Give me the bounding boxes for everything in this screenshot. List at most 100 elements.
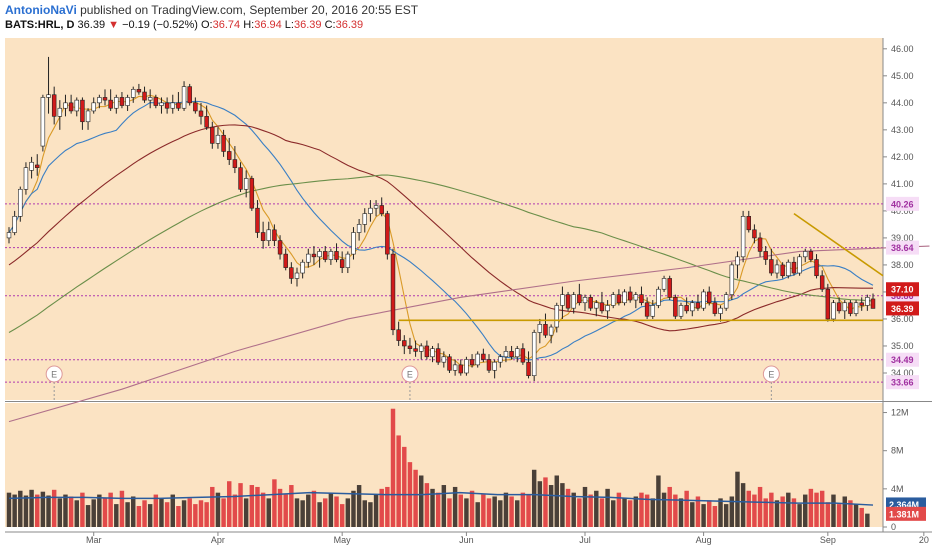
- volume-bar: [46, 495, 51, 527]
- price-badge: 36.39: [891, 304, 914, 314]
- candle-body: [164, 102, 170, 109]
- candle-body: [486, 359, 492, 371]
- volume-bar: [633, 496, 639, 527]
- candle-body: [159, 102, 164, 106]
- volume-bar: [170, 494, 175, 527]
- author-name[interactable]: AntonioNaVi: [5, 3, 77, 17]
- earnings-marker-label: E: [51, 370, 57, 380]
- symbol-label[interactable]: BATS:HRL, D: [5, 19, 75, 31]
- candle-body: [131, 89, 136, 98]
- candle-body: [786, 261, 791, 277]
- volume-bar: [831, 494, 836, 527]
- volume-bar: [650, 498, 655, 527]
- candle-body: [413, 348, 418, 352]
- volume-bar: [243, 498, 249, 527]
- price-tick-label: 43.00: [891, 125, 914, 135]
- candle-body: [74, 99, 79, 112]
- candle-body: [588, 297, 593, 309]
- candle-body: [187, 86, 192, 104]
- volume-bar: [424, 483, 430, 527]
- candle-body: [650, 305, 655, 317]
- volume-bar: [560, 483, 565, 527]
- volume-bar: [294, 498, 300, 527]
- volume-bar: [520, 492, 526, 527]
- candle-body: [769, 259, 774, 274]
- moving-average-line: [8, 100, 874, 361]
- candle-body: [831, 302, 836, 320]
- volume-bar: [639, 492, 644, 527]
- time-tick-label: 20: [919, 535, 929, 545]
- candle-body: [577, 294, 582, 304]
- volume-tick-label: 12M: [891, 408, 909, 418]
- last-price: 36.39: [77, 19, 106, 31]
- candle-body: [255, 207, 260, 233]
- volume-bar: [712, 506, 718, 527]
- volume-bar: [232, 494, 238, 527]
- volume-bar: [40, 491, 46, 527]
- volume-bar: [74, 500, 79, 527]
- candle-body: [300, 261, 305, 274]
- volume-bar: [413, 469, 418, 527]
- candle-body: [599, 302, 605, 312]
- candle-body: [63, 102, 68, 109]
- candle-body: [531, 332, 537, 376]
- volume-bar: [441, 485, 447, 527]
- candle-body: [272, 229, 277, 241]
- volume-bar: [193, 504, 198, 527]
- close-label: C:: [324, 19, 336, 31]
- volume-bar: [498, 500, 503, 527]
- volume-bar: [181, 500, 187, 527]
- candle-body: [277, 240, 283, 255]
- candle-body: [232, 159, 238, 168]
- volume-bar: [272, 479, 277, 527]
- candle-body: [825, 288, 831, 320]
- open-label: O:: [200, 19, 213, 31]
- candle-body: [464, 359, 469, 374]
- high-value: 36.94: [254, 19, 282, 31]
- volume-bar: [531, 469, 537, 527]
- volume-bar: [780, 496, 785, 527]
- candle-body: [554, 305, 559, 328]
- candle-body: [503, 351, 509, 358]
- volume-bar: [622, 498, 627, 527]
- volume-bar: [323, 498, 328, 527]
- candle-body: [701, 291, 706, 309]
- volume-bar: [176, 506, 181, 527]
- candle-body: [51, 94, 57, 117]
- time-tick-label: Jun: [459, 535, 474, 545]
- volume-bar: [80, 492, 85, 527]
- volume-bar: [210, 486, 215, 527]
- candle-body: [819, 275, 825, 290]
- volume-bar: [469, 490, 475, 527]
- volume-bar: [848, 500, 853, 527]
- earnings-marker-label: E: [407, 370, 413, 380]
- volume-bar: [492, 496, 497, 527]
- candle-body: [481, 353, 486, 360]
- candle-body: [627, 291, 633, 301]
- candle-body: [68, 102, 74, 112]
- volume-bar: [853, 504, 859, 527]
- candle-body: [684, 305, 689, 312]
- volume-bar: [594, 490, 599, 527]
- volume-bar: [690, 502, 695, 527]
- volume-bar: [791, 498, 797, 527]
- volume-bar: [825, 502, 831, 527]
- candle-body: [407, 345, 413, 349]
- volume-bar: [419, 475, 424, 527]
- volume-bar: [537, 481, 543, 527]
- candle-body: [803, 251, 808, 258]
- volume-bar: [447, 498, 452, 527]
- candle-body: [396, 329, 401, 341]
- candle-body: [345, 253, 351, 268]
- volume-bar: [283, 494, 288, 527]
- candle-body: [283, 253, 288, 268]
- volume-bar: [458, 494, 463, 527]
- candle-body: [328, 251, 334, 260]
- volume-bar: [684, 490, 689, 527]
- volume-bar: [159, 498, 164, 527]
- volume-bar: [723, 504, 729, 527]
- candle-body: [712, 302, 718, 314]
- price-tick-label: 41.00: [891, 179, 914, 189]
- volume-bar: [554, 475, 559, 527]
